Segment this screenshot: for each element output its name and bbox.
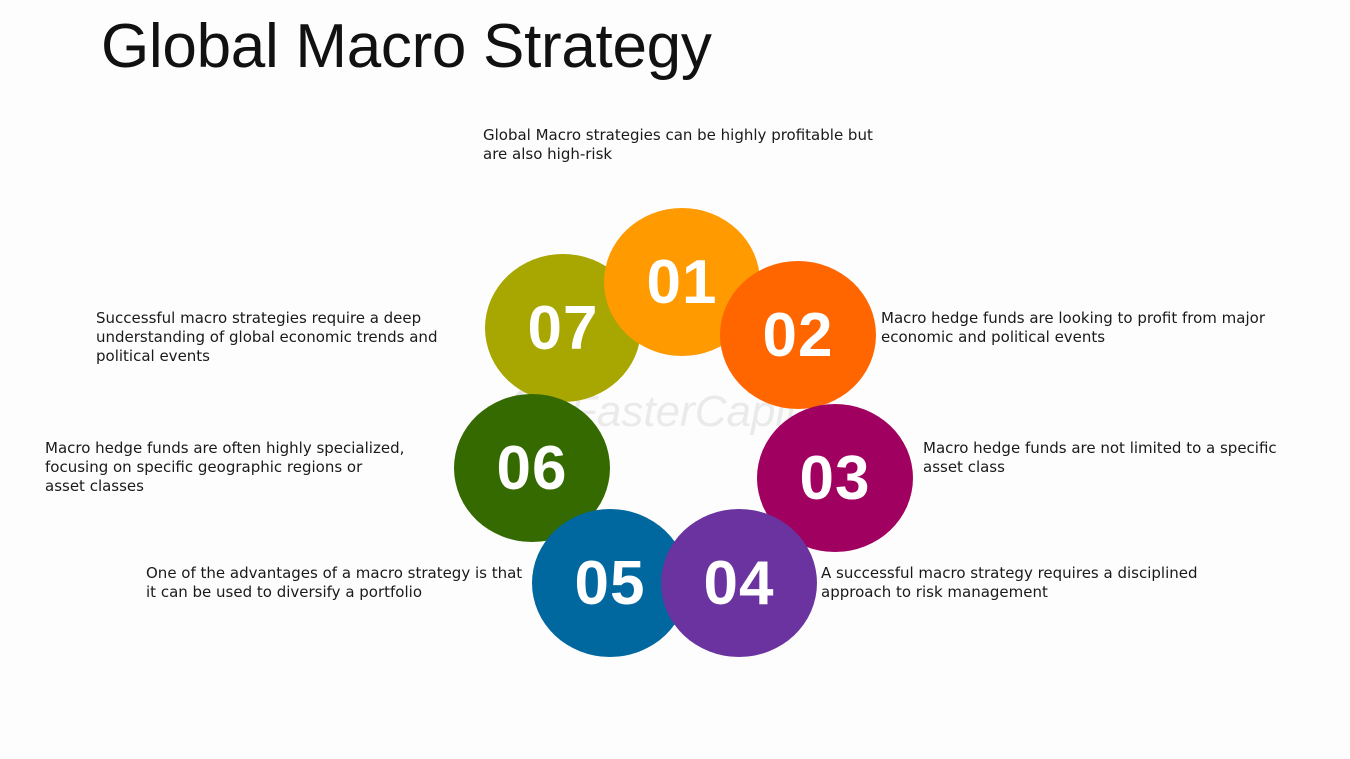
step-01-description: Global Macro strategies can be highly pr… bbox=[483, 126, 873, 163]
step-03-description: Macro hedge funds are not limited to a s… bbox=[923, 439, 1277, 476]
page-title: Global Macro Strategy bbox=[101, 12, 712, 81]
step-07-circle: 07 bbox=[485, 254, 641, 402]
step-07-number: 07 bbox=[527, 293, 599, 363]
step-07-description: Successful macro strategies require a de… bbox=[96, 309, 438, 365]
step-02-number: 02 bbox=[762, 300, 834, 370]
step-04-description: A successful macro strategy requires a d… bbox=[821, 564, 1198, 601]
step-05-description: One of the advantages of a macro strateg… bbox=[146, 564, 523, 601]
step-06-number: 06 bbox=[496, 433, 568, 503]
step-06-description: Macro hedge funds are often highly speci… bbox=[45, 439, 405, 495]
step-04-number: 04 bbox=[703, 548, 775, 618]
step-02-description: Macro hedge funds are looking to profit … bbox=[881, 309, 1265, 346]
step-05-number: 05 bbox=[574, 548, 646, 618]
step-02-circle: 02 bbox=[720, 261, 876, 409]
step-04-circle: 04 bbox=[661, 509, 817, 657]
step-01-number: 01 bbox=[646, 247, 718, 317]
step-03-number: 03 bbox=[799, 443, 871, 513]
